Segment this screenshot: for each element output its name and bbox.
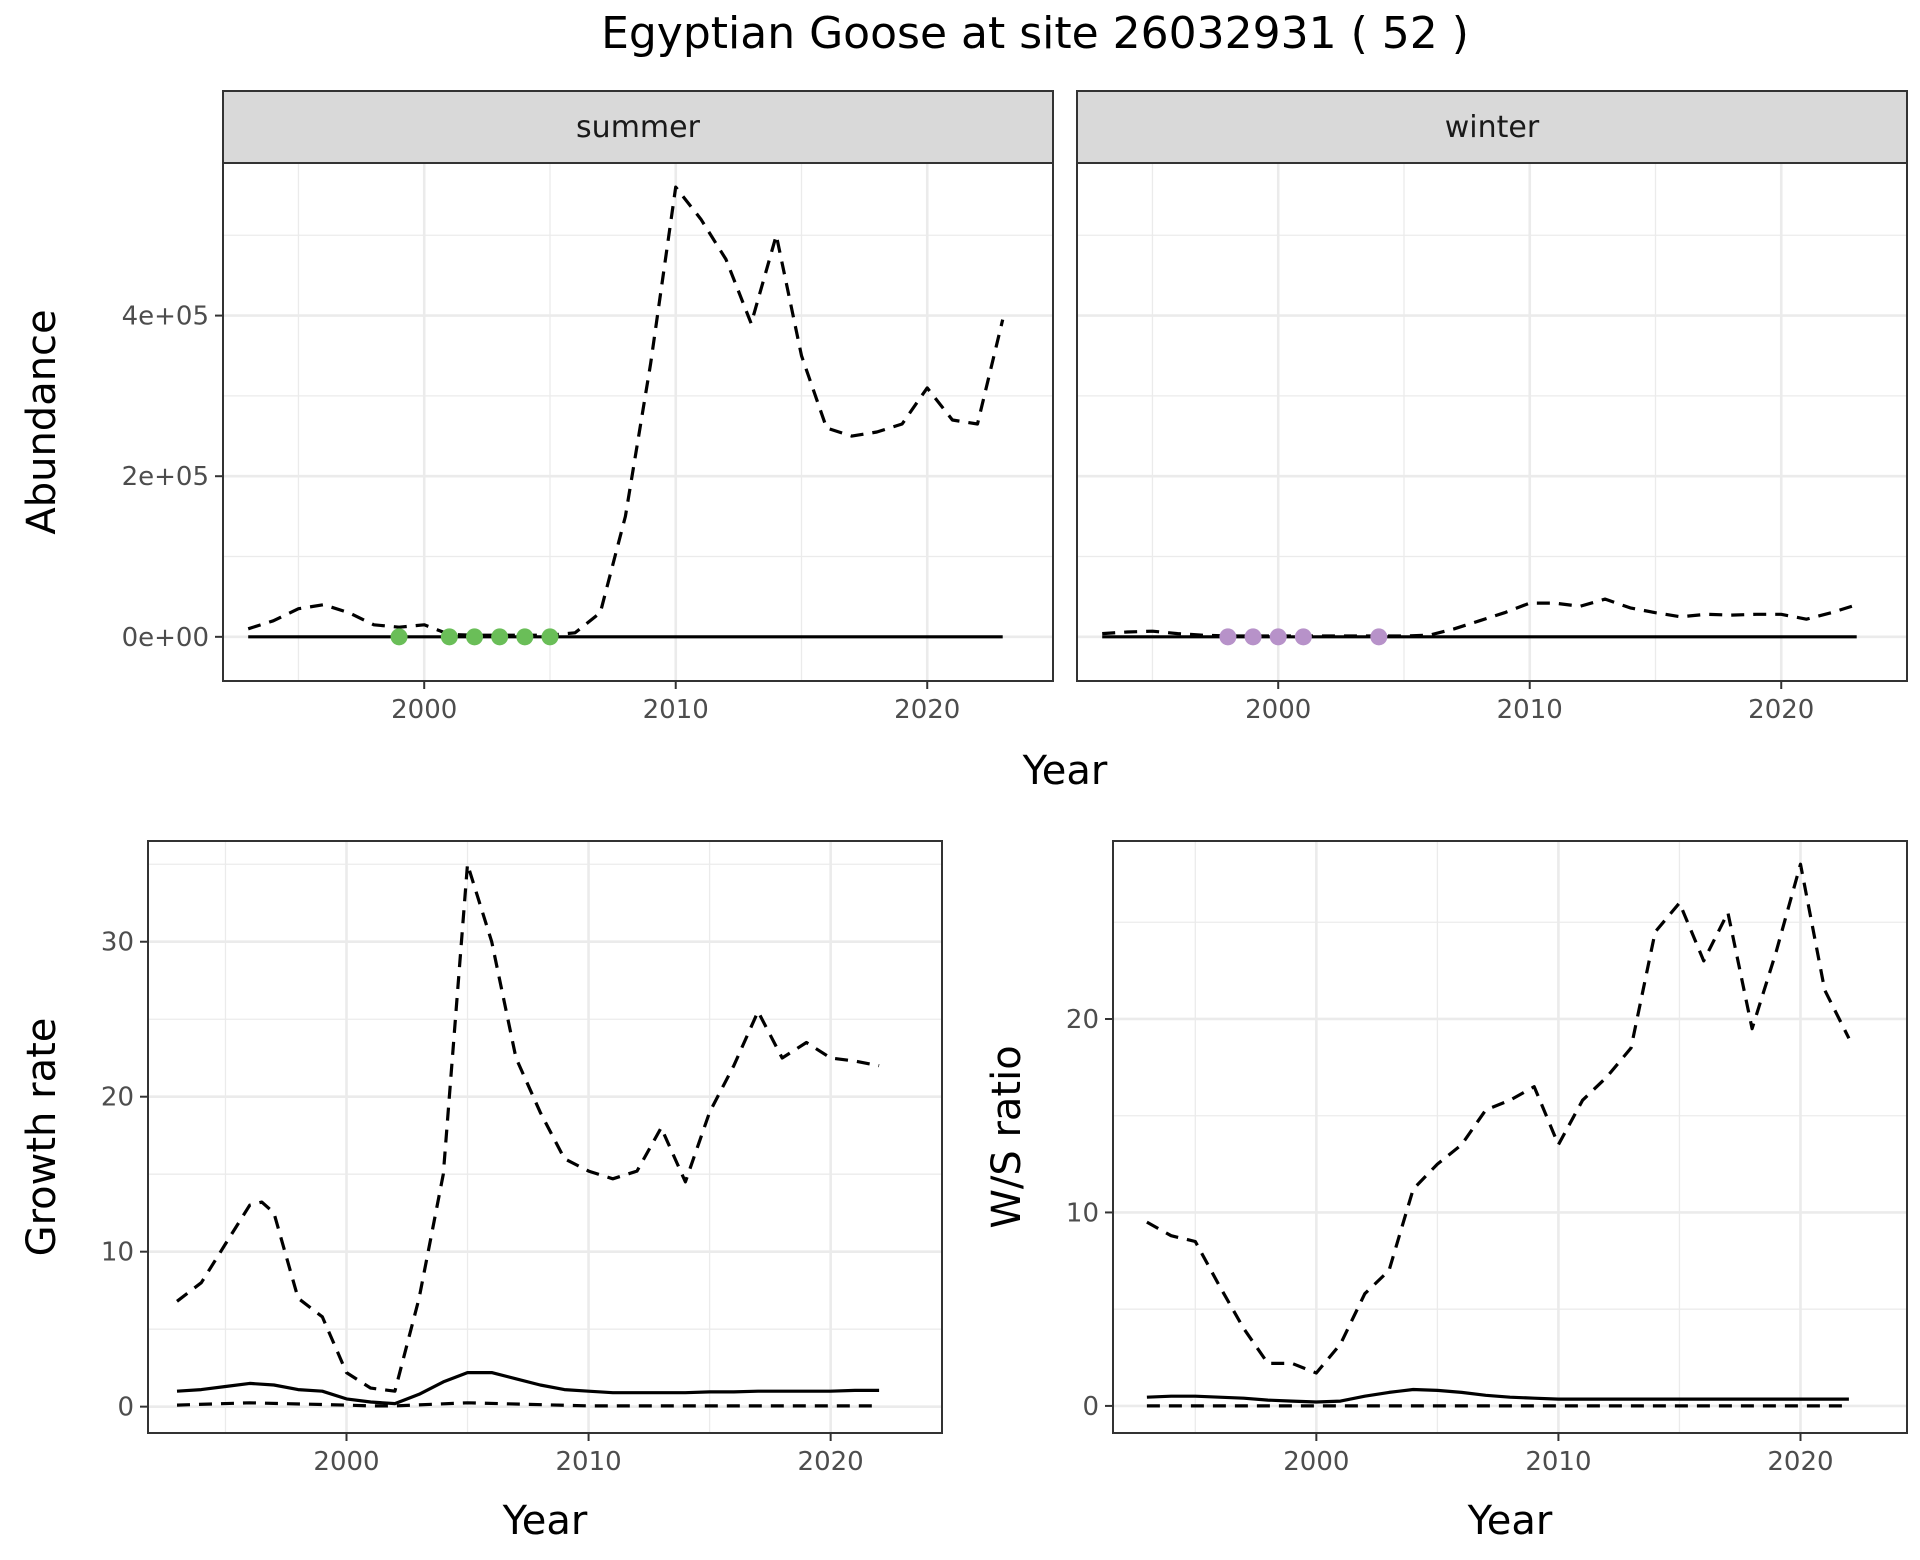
y-tick-label: 20 <box>1066 1005 1099 1035</box>
x-tick-label: 2020 <box>1767 1447 1833 1477</box>
data-point <box>390 628 408 646</box>
data-point <box>1244 628 1262 646</box>
panel-background <box>223 163 1053 681</box>
facet-strip-label: summer <box>576 110 701 145</box>
series-line-dashed <box>176 1401 880 1408</box>
data-point <box>466 628 484 646</box>
x-tick-label: 2010 <box>555 1447 621 1477</box>
x-tick-label: 2010 <box>1497 695 1563 725</box>
y-axis-title-abundance: Abundance <box>19 309 65 534</box>
x-axis-title-ratio: Year <box>1467 1498 1553 1544</box>
y-tick-label: 10 <box>1066 1198 1099 1228</box>
x-tick-label: 2000 <box>391 695 457 725</box>
x-tick-label: 2020 <box>798 1447 864 1477</box>
data-point <box>491 628 509 646</box>
y-tick-label: 0 <box>117 1393 134 1423</box>
data-point <box>1219 628 1237 646</box>
y-tick-label: 4e+05 <box>122 302 209 332</box>
facet-strip-label: winter <box>1445 110 1540 145</box>
panel-background <box>148 841 942 1433</box>
facet-strip <box>1076 90 1908 164</box>
x-axis-title-growth: Year <box>502 1498 588 1544</box>
data-point <box>440 628 458 646</box>
panel-border <box>147 840 943 1434</box>
y-tick-label: 0e+00 <box>122 623 209 653</box>
series-line-dashed <box>247 185 1005 637</box>
data-point <box>516 628 534 646</box>
x-tick-label: 2000 <box>1245 695 1311 725</box>
x-tick-label: 2010 <box>1525 1447 1591 1477</box>
data-point <box>1269 628 1287 646</box>
growth-rate-panel: 2000 2010 2020 0 10 20 30 <box>101 840 943 1477</box>
series-line-solid <box>1146 1387 1849 1404</box>
panel-border <box>1112 840 1908 1434</box>
y-axis-title-growth: Growth rate <box>19 1018 65 1257</box>
y-axis-title-ratio: W/S ratio <box>984 1045 1030 1228</box>
y-tick-label: 20 <box>101 1083 134 1113</box>
y-tick-label: 0 <box>1082 1392 1099 1422</box>
series-line-solid <box>176 1370 880 1406</box>
y-tick-label: 10 <box>101 1238 134 1268</box>
data-point <box>1294 628 1312 646</box>
ws-ratio-panel: 2000 2010 2020 0 10 20 <box>1066 840 1908 1477</box>
facet-strip <box>222 90 1054 164</box>
x-tick-label: 2000 <box>313 1447 379 1477</box>
data-point <box>1370 628 1388 646</box>
x-axis-title-abundance: Year <box>1022 748 1108 794</box>
y-tick-label: 2e+05 <box>122 462 209 492</box>
series-line-dashed <box>1146 862 1851 1375</box>
x-tick-label: 2020 <box>894 695 960 725</box>
series-line-dashed <box>176 862 880 1393</box>
series-line-dashed <box>1102 597 1858 638</box>
facet-panel-summer: summer 2000 2010 2020 0e+00 2e+05 4e+05 <box>122 90 1054 725</box>
x-tick-label: 2000 <box>1283 1447 1349 1477</box>
panel-background <box>1077 163 1907 681</box>
data-point <box>541 628 559 646</box>
panel-background <box>1113 841 1907 1433</box>
chart-title: Egyptian Goose at site 26032931 ( 52 ) <box>601 8 1469 59</box>
facet-panel-winter: winter 2000 2010 2020 <box>1076 90 1908 725</box>
x-tick-label: 2020 <box>1748 695 1814 725</box>
x-tick-label: 2010 <box>643 695 709 725</box>
y-tick-label: 30 <box>101 928 134 958</box>
